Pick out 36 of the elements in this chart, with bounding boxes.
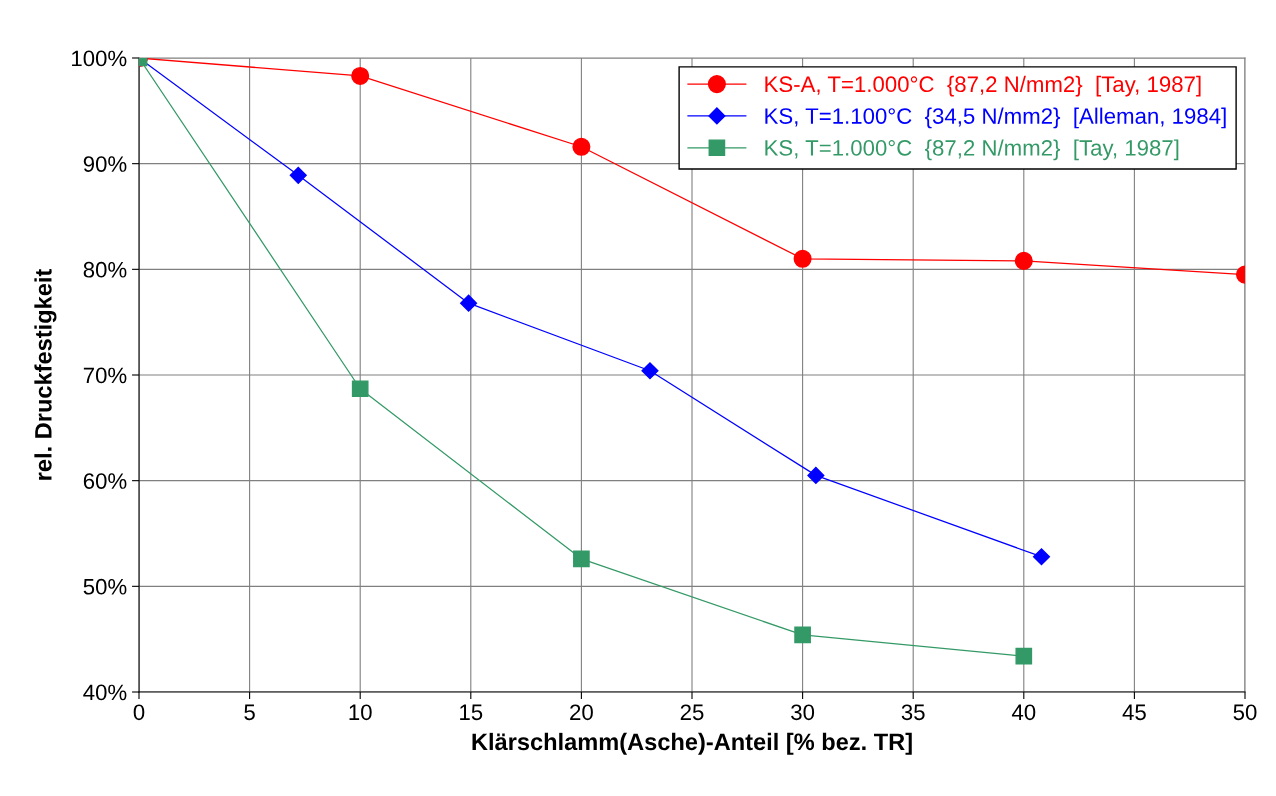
x-tick-label: 0: [133, 704, 145, 721]
x-tick-label: 5: [244, 704, 255, 721]
x-tick-label: 45: [1122, 704, 1146, 721]
point: [289, 166, 307, 184]
y-tick-label: 90%: [83, 156, 127, 172]
x-tick-label: 35: [901, 704, 925, 721]
x-tick-label: 50: [1233, 704, 1257, 721]
x-tick-label: 40: [1011, 704, 1036, 721]
point: [1015, 647, 1033, 665]
x-tick-label: 20: [570, 704, 593, 721]
x-tick-label: 15: [460, 704, 483, 721]
legend-label: KS, T=1.100°C {34,5 N/mm2} [Alleman, 1984]: [765, 107, 1226, 129]
x-tick-label: 10: [349, 704, 372, 721]
point: [460, 294, 478, 312]
x-tick-label: 30: [791, 704, 815, 721]
y-tick-label: 60%: [83, 473, 127, 489]
point: [807, 466, 825, 484]
y-tick-label: 80%: [83, 261, 127, 278]
point: [351, 66, 370, 85]
y-tick-label: 50%: [83, 578, 127, 595]
x-axis-title: Klärschlamm(Asche)-Anteil [% bez. TR]: [472, 732, 912, 755]
y-tick-label: 40%: [83, 684, 127, 701]
y-axis-title: rel. Druckfestigkeit: [34, 268, 57, 480]
point: [793, 249, 812, 268]
legend-label: KS, T=1.000°C {87,2 N/mm2} [Tay, 1987]: [765, 139, 1179, 161]
point: [794, 626, 811, 644]
legend-label: KS-A, T=1.000°C {87,2 N/mm2} [Tay, 1987]: [765, 75, 1201, 97]
point: [573, 550, 590, 568]
point: [1032, 548, 1051, 566]
y-tick-label: 100%: [72, 50, 127, 67]
point: [1014, 251, 1033, 270]
x-tick-label: 25: [680, 704, 704, 721]
point: [641, 362, 659, 380]
point: [572, 137, 591, 156]
point: [351, 380, 369, 398]
y-tick-label: 70%: [83, 367, 127, 384]
